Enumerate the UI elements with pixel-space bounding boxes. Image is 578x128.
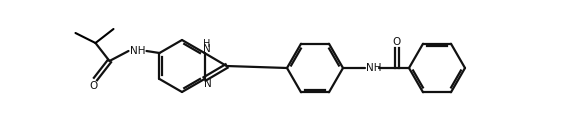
Text: NH: NH	[129, 46, 145, 56]
Text: NH: NH	[366, 63, 381, 73]
Text: O: O	[393, 37, 401, 47]
Text: O: O	[90, 81, 98, 91]
Text: H: H	[203, 39, 210, 49]
Text: N: N	[203, 44, 210, 54]
Text: N: N	[203, 79, 212, 89]
